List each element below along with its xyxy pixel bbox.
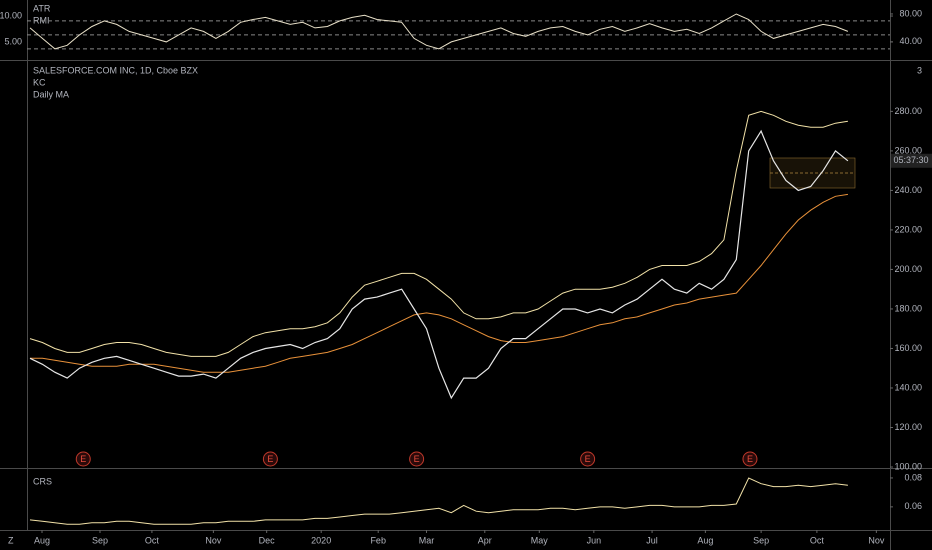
y-tick-label: 280.00 [894, 106, 922, 116]
event-marker [262, 451, 278, 467]
x-tick-label: 2020 [311, 535, 331, 545]
series-line [29, 110, 848, 357]
x-tick-label: Sep [92, 535, 108, 545]
y-tick-label: 260.00 [894, 145, 922, 155]
x-tick-label: Aug [34, 535, 50, 545]
x-tick-label: Dec [259, 535, 276, 545]
x-tick-label: Sep [753, 535, 769, 545]
y-tick-label: 80.00 [899, 8, 922, 18]
event-label: E [585, 454, 591, 464]
legend-entry: KC [33, 77, 46, 87]
x-tick-label: Aug [697, 535, 713, 545]
x-tick-label: Nov [205, 535, 222, 545]
pane-title: ATR [33, 3, 51, 13]
y-tick-label: 0.06 [904, 501, 922, 511]
x-tick-label: Jul [646, 535, 658, 545]
y-tick-label: 140.00 [894, 382, 922, 392]
x-tick-label: Nov [868, 535, 885, 545]
x-tick-label: Oct [810, 535, 825, 545]
y-tick-label: 200.00 [894, 264, 922, 274]
y-tick-label: 160.00 [894, 343, 922, 353]
y-tick-label: 5.00 [4, 36, 22, 46]
series-line [29, 129, 849, 400]
y-tick-label: 40.00 [899, 36, 922, 46]
x-tick-label: Oct [145, 535, 160, 545]
event-marker [742, 451, 758, 467]
event-label: E [267, 454, 273, 464]
scale-label: 3 [917, 65, 922, 75]
event-label: E [80, 454, 86, 464]
y-tick-label: 240.00 [894, 185, 922, 195]
event-label: E [747, 454, 753, 464]
series-line [30, 193, 848, 373]
corner-label: Z [8, 535, 14, 545]
series-line [29, 477, 848, 525]
legend-entry: RMI [33, 15, 50, 25]
x-tick-label: Feb [370, 535, 386, 545]
event-marker [75, 451, 91, 467]
event-label: E [414, 454, 420, 464]
event-marker [580, 451, 596, 467]
x-tick-label: Mar [419, 535, 435, 545]
y-tick-label: 220.00 [894, 224, 922, 234]
y-tick-label: 0.08 [904, 472, 922, 482]
y-tick-label: 10.00 [0, 10, 22, 20]
price-tag [891, 153, 932, 168]
y-tick-label: 180.00 [894, 303, 922, 313]
y-tick-label: 120.00 [894, 422, 922, 432]
x-tick-label: Apr [478, 535, 492, 545]
time-label: 05:37:30 [893, 155, 928, 165]
x-tick-label: May [531, 535, 549, 545]
series-line [29, 13, 849, 50]
x-tick-label: Jun [587, 535, 602, 545]
chart-title: SALESFORCE.COM INC, 1D, Cboe BZX [33, 65, 198, 75]
event-marker [409, 451, 425, 467]
legend-entry: Daily MA [33, 89, 69, 99]
y-tick-label: 100.00 [894, 461, 922, 471]
legend-entry: CRS [33, 476, 52, 486]
